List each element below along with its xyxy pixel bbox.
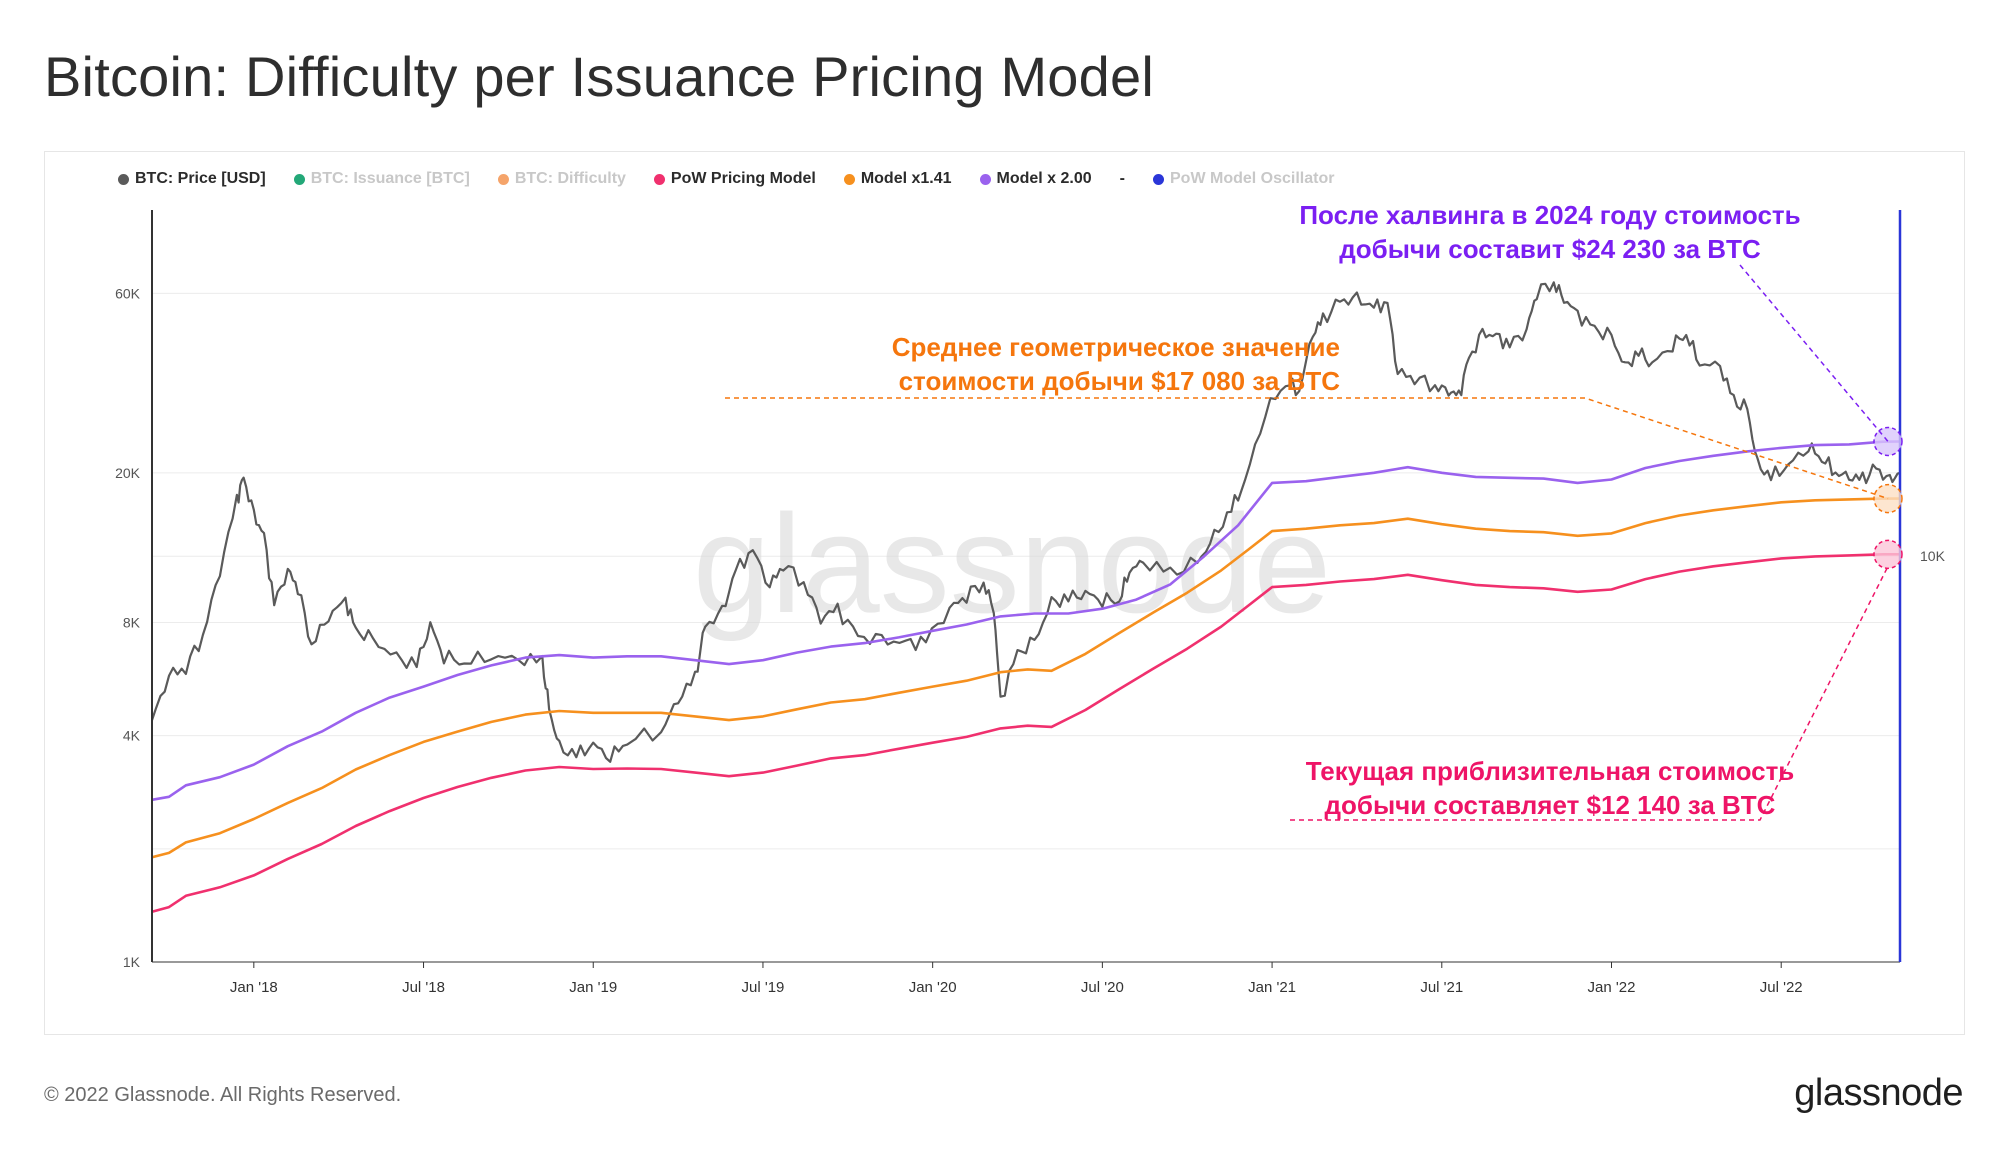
annotation-halving-line2: добычи составит $24 230 за BTC [1339,234,1761,264]
series-line [150,281,1901,763]
annotation-leader-halving [1739,264,1889,442]
legend-item[interactable]: PoW Model Oscillator [1153,170,1334,188]
annotation-lines [725,264,1903,821]
watermark: glassnode [693,485,1331,642]
annotation-leader-current [1290,565,1889,821]
series-line [151,440,1901,802]
y-tick-label: 8K [123,614,141,630]
annotation-current-line1: Текущая приблизительная стоимость [1305,756,1795,786]
legend-dot-icon [293,173,305,185]
glassnode-logo: glassnode [1794,1072,1963,1114]
annotation-geomean: Среднее геометрическое значение стоимост… [640,330,1340,398]
x-tick-label: Jul '19 [742,979,785,996]
right-y-tick-label: 10K [1920,548,1946,564]
x-tick-label: Jul '21 [1420,979,1463,996]
legend-dot-icon [979,173,991,185]
legend-dot-icon [497,173,509,185]
x-tick-label: Jan '20 [909,979,957,996]
legend-dot-icon [843,173,855,185]
end-marker [1873,539,1903,570]
annotation-leader-geomean [725,397,1889,500]
legend-label: BTC: Issuance [BTC] [310,170,470,187]
legend-item[interactable]: BTC: Issuance [BTC] [293,170,470,188]
legend-dot-icon [118,173,129,185]
x-tick-label: Jan '19 [569,979,617,996]
legend-label: BTC: Difficulty [514,170,626,187]
x-tick-label: Jul '18 [402,979,445,996]
series-group [150,281,1901,914]
y-tick-label: 20K [115,465,141,481]
annotation-geomean-line1: Среднее геометрическое значение [891,332,1340,362]
x-tick-label: Jul '22 [1760,979,1803,996]
legend-item[interactable]: BTC: Price [USD] [118,170,266,188]
legend-label: PoW Model Oscillator [1170,170,1335,187]
annotation-current-line2: добычи составляет $12 140 за BTC [1324,790,1776,820]
chart-legend: BTC: Price [USD] BTC: Issuance [BTC] BTC: … [118,168,1334,190]
x-tick-label: Jan '18 [230,979,278,996]
annotation-current: Текущая приблизительная стоимость добычи… [1150,754,1950,822]
page-title: Bitcoin: Difficulty per Issuance Pricing… [44,45,1154,108]
legend-label: PoW Pricing Model [670,170,816,187]
legend-item[interactable]: Model x 2.00 [979,170,1092,188]
legend-dot-icon [1153,173,1164,185]
legend-item[interactable]: Model x1.41 [843,170,952,188]
y-tick-label: 4K [123,728,141,744]
axes: 1K 4K 8K 20K 60K 10K Jan '18 Jul '18 Jan '19 Jul … [115,210,1946,996]
legend-label: BTC: Price [USD] [135,170,266,187]
y-tick-label: 1K [123,954,141,970]
chart-frame [44,151,1965,1035]
annotation-halving-line1: После халвинга в 2024 году стоимость [1299,200,1801,230]
x-tick-label: Jan '21 [1248,979,1296,996]
legend-item[interactable]: - [1120,170,1125,188]
legend-label: Model x1.41 [860,170,952,187]
x-tick-label: Jan '22 [1588,979,1636,996]
y-tick-label: 60K [115,285,141,301]
copyright-footer: © 2022 Glassnode. All Rights Reserved. [44,1084,402,1106]
legend-item[interactable]: PoW Pricing Model [653,170,816,188]
legend-item[interactable]: BTC: Difficulty [497,170,626,188]
gridlines [152,292,1900,850]
x-tick-label: Jul '20 [1081,979,1124,996]
annotation-geomean-line2: стоимости добычи $17 080 за BTC [898,366,1340,396]
series-line [151,553,1900,914]
series-line [151,497,1900,859]
legend-label: - [1119,170,1125,187]
annotation-halving: После халвинга в 2024 году стоимость доб… [1150,198,1950,266]
legend-label: Model x 2.00 [996,170,1092,187]
legend-dot-icon [653,173,665,185]
end-marker [1873,426,1903,457]
